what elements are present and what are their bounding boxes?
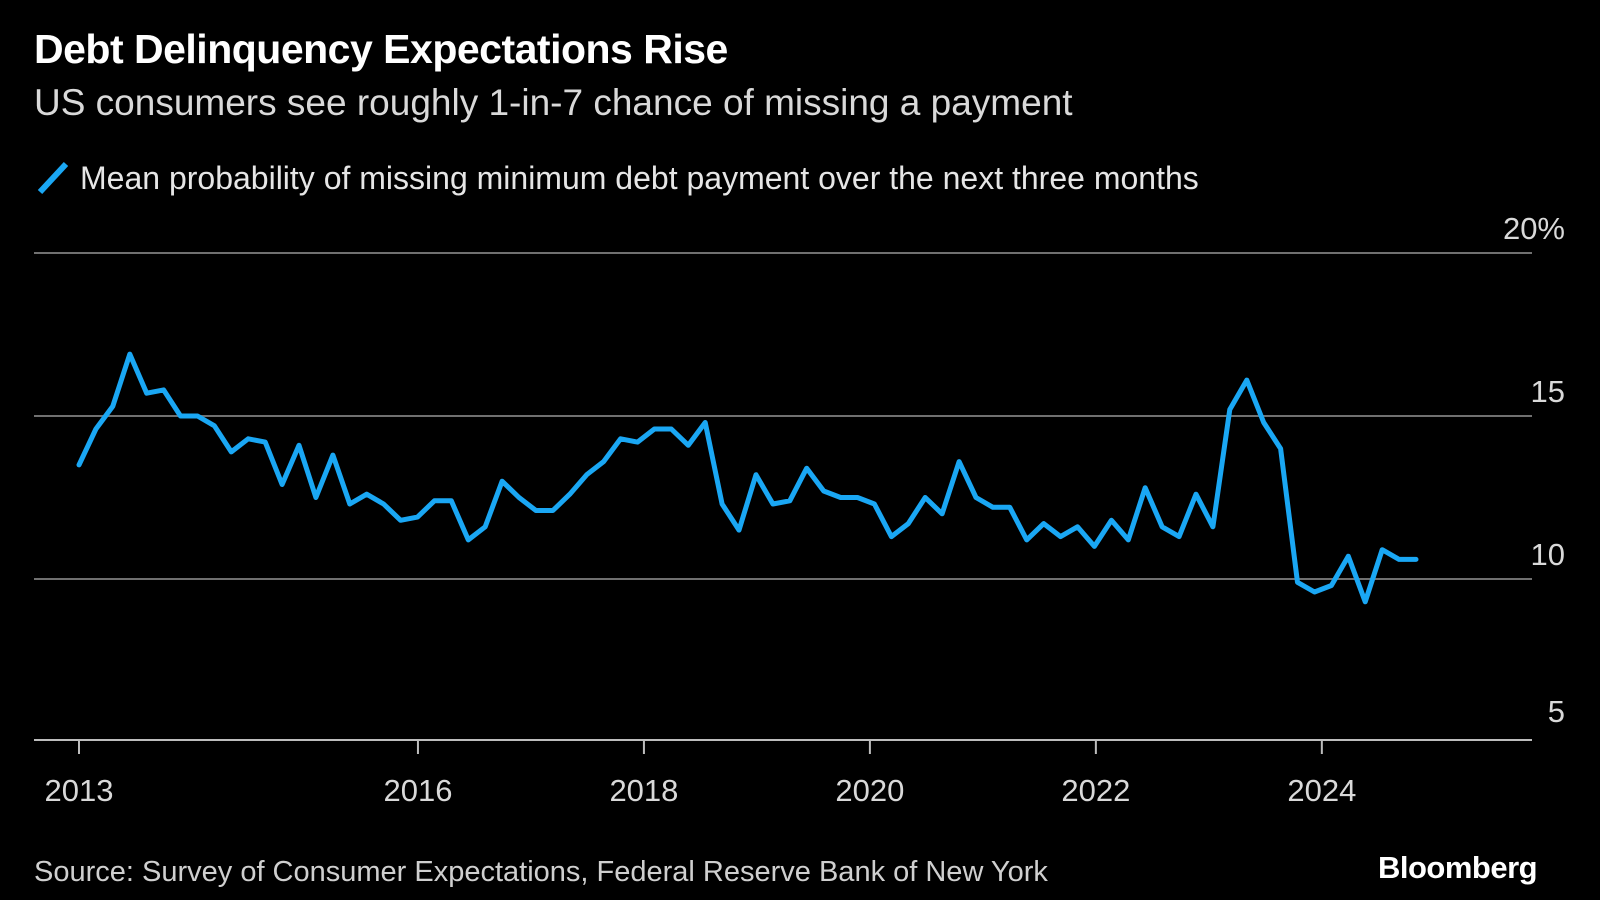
y-tick-label: 5 (1548, 694, 1565, 729)
chart-legend: Mean probability of missing minimum debt… (34, 158, 1199, 198)
x-tick-label: 2022 (1061, 773, 1130, 808)
legend-label: Mean probability of missing minimum debt… (80, 159, 1199, 196)
x-tick-label: 2016 (383, 773, 452, 808)
x-tick-label: 2013 (45, 773, 114, 808)
legend-swatch-icon (37, 161, 69, 195)
gridlines (34, 252, 1532, 580)
chart-title: Debt Delinquency Expectations Rise (34, 26, 728, 72)
series-line-0 (76, 351, 1419, 605)
y-tick-label: 20% (1503, 211, 1565, 246)
x-tick-label: 2018 (609, 773, 678, 808)
source-note: Source: Survey of Consumer Expectations,… (34, 856, 1048, 888)
x-tick-label: 2024 (1287, 773, 1356, 808)
y-tick-label: 10 (1531, 537, 1565, 572)
bloomberg-logo: Bloomberg (1378, 850, 1538, 885)
x-tick-label: 2020 (835, 773, 904, 808)
x-axis: 2013 2016 2018 2020 2022 2024 (34, 739, 1532, 808)
y-tick-label: 15 (1531, 374, 1565, 409)
chart-subtitle: US consumers see roughly 1-in-7 chance o… (34, 82, 1073, 123)
series-layer (76, 351, 1419, 605)
y-axis-ticks: 20% 15 10 5 (1503, 211, 1565, 729)
